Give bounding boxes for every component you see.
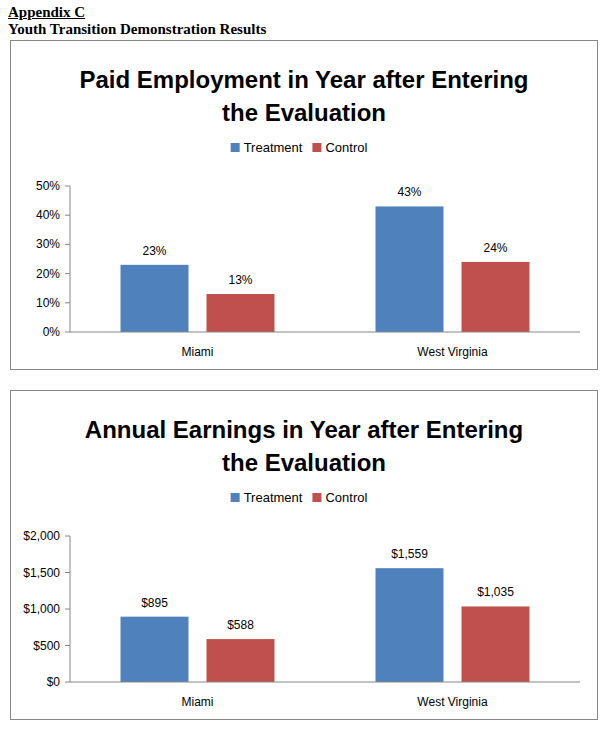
legend-label: Control	[325, 140, 367, 155]
y-tick-label: 50%	[36, 179, 60, 193]
y-tick-label: 40%	[36, 208, 60, 222]
chart-title: Paid Employment in Year after Enteringth…	[79, 66, 528, 126]
bar	[376, 206, 444, 332]
y-tick-label: $0	[47, 675, 61, 689]
category-label: Miami	[182, 345, 214, 359]
y-tick	[65, 536, 70, 537]
y-tick-label: $1,000	[23, 602, 60, 616]
y-axis	[70, 186, 71, 332]
y-tick	[65, 186, 70, 187]
legend-swatch	[312, 493, 321, 502]
legend-swatch	[231, 493, 240, 502]
bars	[121, 568, 530, 682]
x-axis	[70, 682, 580, 683]
bar	[462, 262, 530, 332]
data-label: $1,035	[477, 585, 514, 599]
y-tick-label: $1,500	[23, 566, 60, 580]
y-tick-label: $2,000	[23, 529, 60, 543]
data-label: $588	[227, 618, 254, 632]
y-tick-label: 0%	[43, 325, 61, 339]
y-tick	[65, 572, 70, 573]
data-labels: $895 $588 $1,559 $1,035	[141, 547, 514, 632]
y-tick	[65, 609, 70, 610]
y-tick-label: $500	[33, 639, 60, 653]
legend-swatch	[312, 143, 321, 152]
bar	[121, 265, 189, 332]
y-tick	[65, 302, 70, 303]
data-label: 24%	[483, 241, 507, 255]
y-tick	[65, 682, 70, 683]
legend: Treatment Control	[231, 140, 368, 155]
data-label: 13%	[228, 273, 252, 287]
x-axis	[70, 332, 580, 333]
bars	[121, 206, 530, 332]
page-title: Youth Transition Demonstration Results	[8, 21, 266, 38]
y-tick	[65, 215, 70, 216]
legend: Treatment Control	[231, 490, 368, 505]
data-label: $1,559	[391, 547, 428, 561]
chart-title: Annual Earnings in Year after Enteringth…	[85, 416, 523, 476]
data-label: 43%	[397, 185, 421, 199]
chart-frame	[11, 41, 598, 370]
chart: Annual Earnings in Year after Enteringth…	[10, 390, 598, 720]
bar	[207, 639, 275, 682]
bar	[207, 294, 275, 332]
data-labels: 23% 13% 43% 24%	[142, 185, 507, 287]
bar	[121, 617, 189, 682]
data-label: $895	[141, 596, 168, 610]
category-label: West Virginia	[417, 345, 488, 359]
legend-label: Control	[325, 490, 367, 505]
chart-frame	[11, 391, 598, 720]
y-tick-label: 20%	[36, 267, 60, 281]
chart: Paid Employment in Year after Enteringth…	[10, 40, 598, 370]
legend-swatch	[231, 143, 240, 152]
legend-label: Treatment	[244, 140, 303, 155]
data-label: 23%	[142, 244, 166, 258]
appendix-label: Appendix C	[8, 4, 85, 21]
y-tick	[65, 273, 70, 274]
legend-label: Treatment	[244, 490, 303, 505]
bar	[462, 606, 530, 682]
y-tick-label: 10%	[36, 296, 60, 310]
y-tick	[65, 332, 70, 333]
category-label: West Virginia	[417, 695, 488, 709]
y-tick	[65, 645, 70, 646]
y-tick-label: 30%	[36, 237, 60, 251]
category-label: Miami	[182, 695, 214, 709]
y-tick	[65, 244, 70, 245]
bar	[376, 568, 444, 682]
